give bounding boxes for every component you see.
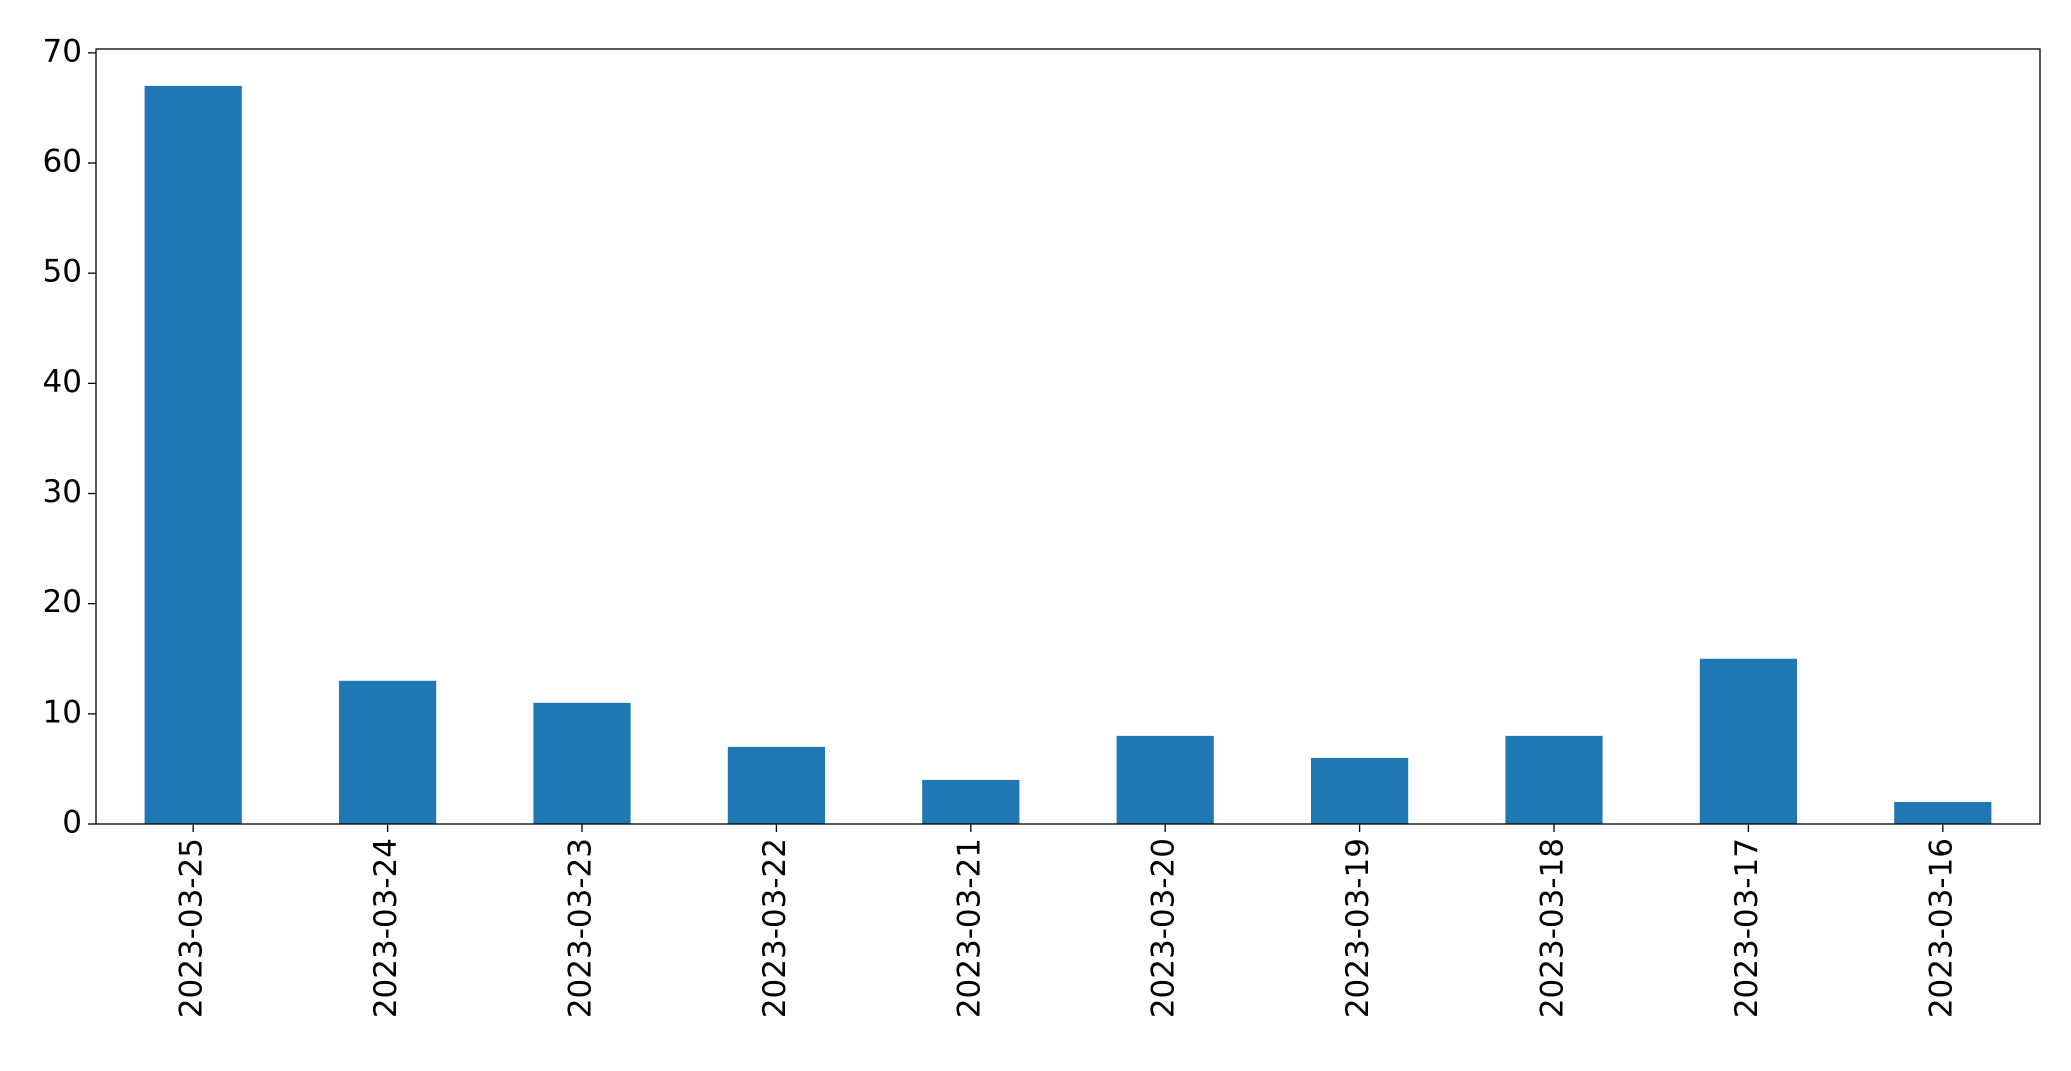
x-tick-label: 2023-03-21 xyxy=(951,838,987,1018)
bar xyxy=(339,680,437,824)
bar xyxy=(922,779,1020,824)
bar xyxy=(1116,735,1214,824)
y-tick-label: 20 xyxy=(43,584,82,620)
bar xyxy=(727,746,825,824)
bar xyxy=(1894,801,1992,824)
y-tick-label: 10 xyxy=(43,694,82,730)
bar xyxy=(1311,757,1409,824)
y-tick-label: 40 xyxy=(43,364,82,400)
y-tick-label: 50 xyxy=(43,254,82,290)
x-tick-label: 2023-03-19 xyxy=(1340,838,1376,1018)
bar xyxy=(1699,658,1797,824)
y-tick-label: 70 xyxy=(43,33,82,69)
x-tick-label: 2023-03-24 xyxy=(368,838,404,1018)
x-tick-label: 2023-03-25 xyxy=(174,838,210,1018)
x-tick-label: 2023-03-23 xyxy=(563,838,599,1018)
bar xyxy=(144,85,242,824)
bar xyxy=(1505,735,1603,824)
y-tick-label: 0 xyxy=(62,805,82,841)
x-tick-label: 2023-03-20 xyxy=(1146,838,1182,1018)
plot-frame xyxy=(95,48,2041,825)
x-tick-label: 2023-03-18 xyxy=(1535,838,1571,1018)
x-tick-label: 2023-03-22 xyxy=(757,838,793,1018)
x-tick-label: 2023-03-17 xyxy=(1729,838,1765,1018)
x-tick-label: 2023-03-16 xyxy=(1923,838,1959,1018)
bar xyxy=(533,702,631,824)
y-tick-label: 30 xyxy=(43,474,82,510)
y-tick-label: 60 xyxy=(43,144,82,180)
